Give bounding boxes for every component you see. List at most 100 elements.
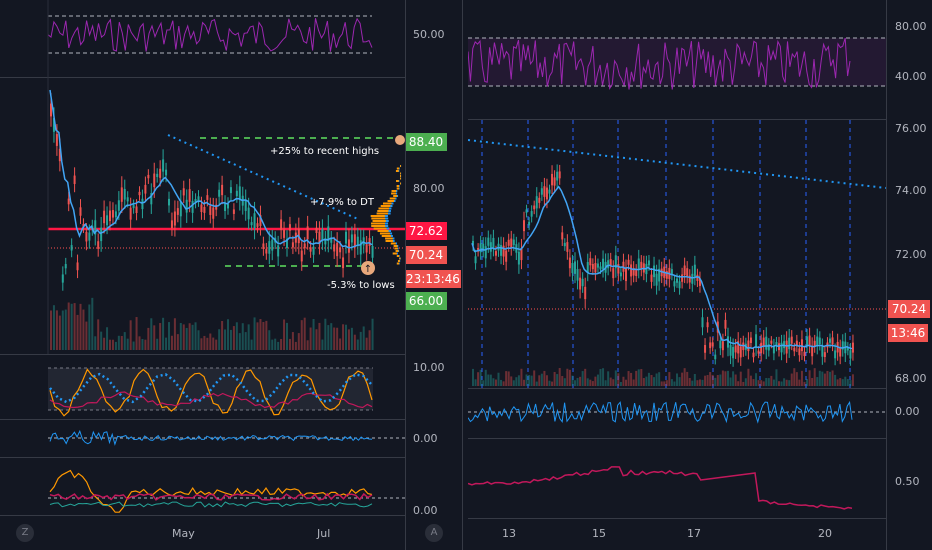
left-candle-body	[117, 200, 120, 211]
right-volume-bar	[579, 376, 582, 386]
right-candle-body	[701, 317, 704, 328]
left-osc2-axis-label: 0.00	[413, 432, 438, 445]
left-volume-bar	[350, 327, 353, 350]
right-volume-bar	[635, 370, 638, 386]
right-candle-body	[599, 266, 602, 270]
right-candle-body	[558, 171, 561, 179]
right-volume-bar	[515, 377, 518, 386]
zoom-mode-button[interactable]: Z	[16, 524, 34, 542]
left-candle-body	[191, 200, 194, 213]
right-candle-body	[507, 239, 510, 246]
left-candle-body	[132, 205, 135, 209]
right-candle-body	[693, 264, 696, 277]
left-volume-bar	[194, 322, 197, 350]
left-candle-body	[111, 210, 114, 218]
right-volume-bar	[665, 380, 668, 386]
profile-bar-orange	[377, 230, 389, 232]
right-rsi-pane[interactable]	[468, 0, 886, 118]
right-volume-bar	[640, 369, 643, 386]
left-price-pane[interactable]: ↑	[0, 80, 405, 352]
left-candle-body	[185, 199, 188, 213]
right-volume-bar	[716, 375, 719, 386]
right-candle-body	[655, 273, 658, 286]
right-volume-bar	[676, 373, 678, 386]
right-volume-bar	[589, 379, 592, 386]
right-candle-body	[625, 268, 627, 282]
right-candle-body	[688, 275, 691, 283]
profile-bar-orange	[389, 197, 396, 200]
right-candle-body	[775, 342, 778, 347]
left-candle-body	[58, 148, 61, 162]
left-candle-body	[303, 243, 306, 249]
left-volume-bar	[114, 341, 117, 350]
right-volume-bar	[798, 379, 801, 386]
right-candle-body	[635, 270, 638, 277]
right-volume-bar	[793, 368, 796, 386]
left-volume-bar	[129, 320, 132, 350]
right-candle-body	[492, 237, 495, 249]
right-candle-body	[721, 341, 724, 351]
right-volume-bar	[683, 368, 686, 386]
right-volume-bar	[502, 381, 505, 386]
right-candle-body	[800, 339, 803, 352]
right-volume-bar	[614, 370, 617, 386]
left-oscillator-pane-1[interactable]	[0, 358, 405, 418]
right-volume-bar	[785, 379, 788, 386]
right-candle-body	[551, 173, 554, 186]
left-oscillator-pane-3[interactable]	[0, 458, 405, 514]
left-candle-body	[159, 168, 162, 178]
right-candle-body	[841, 341, 844, 350]
right-volume-bar	[612, 379, 615, 386]
auto-scale-button[interactable]: A	[425, 524, 443, 542]
right-candle-body	[568, 257, 571, 269]
right-candle-body	[482, 243, 485, 251]
profile-bar-orange	[393, 195, 398, 197]
right-volume-bar	[727, 370, 729, 386]
profile-bar-orange	[378, 207, 390, 210]
left-candle-body	[359, 240, 362, 255]
profile-bar-orange	[395, 170, 399, 172]
left-osc1-axis-label: 10.00	[413, 361, 445, 374]
profile-bar-orange	[391, 192, 397, 195]
right-candle-body	[563, 242, 566, 247]
right-volume-bar	[556, 374, 559, 386]
right-volume-bar	[535, 381, 538, 386]
left-volume-bar	[277, 341, 280, 350]
left-candles	[50, 93, 374, 291]
left-candle-body	[300, 250, 303, 262]
left-candle-body	[315, 227, 318, 234]
left-candle-body	[150, 192, 153, 205]
right-candle-body	[612, 268, 615, 279]
right-candle-body	[793, 347, 796, 352]
right-candle-body	[517, 251, 520, 265]
profile-bar-orange	[396, 180, 399, 182]
badge-high: 88.40	[405, 133, 447, 151]
right-price-pane[interactable]	[468, 120, 886, 388]
right-volume-bar	[691, 380, 694, 386]
left-volume-bar	[170, 335, 173, 350]
left-candle-body	[52, 118, 55, 132]
badge-resistance: 72.62	[405, 222, 447, 240]
left-candle-body	[179, 201, 182, 217]
right-volume-bar	[512, 380, 515, 386]
left-oscillator-pane-2[interactable]	[0, 420, 405, 456]
left-candle-body	[176, 208, 179, 215]
left-rsi-axis-label: 50.00	[413, 28, 445, 41]
right-volume-bar	[596, 374, 599, 386]
right-volume-bar	[492, 378, 495, 386]
left-volume-bar	[221, 320, 224, 350]
right-candles	[472, 164, 854, 367]
right-candle-body	[683, 265, 686, 276]
right-candle-body	[512, 239, 515, 246]
right-candle-body	[533, 205, 536, 210]
left-volume-bar	[259, 319, 262, 350]
right-oscillator-pane-1[interactable]	[468, 390, 886, 438]
left-candle-body	[162, 159, 165, 172]
right-rsi-line	[468, 37, 851, 90]
left-rsi-pane[interactable]	[0, 0, 405, 75]
right-oscillator-pane-2[interactable]	[468, 440, 886, 518]
right-candle-body	[767, 344, 770, 351]
right-candle-body	[770, 340, 773, 344]
right-candle-body	[602, 258, 605, 270]
right-volume-bar	[581, 371, 584, 386]
